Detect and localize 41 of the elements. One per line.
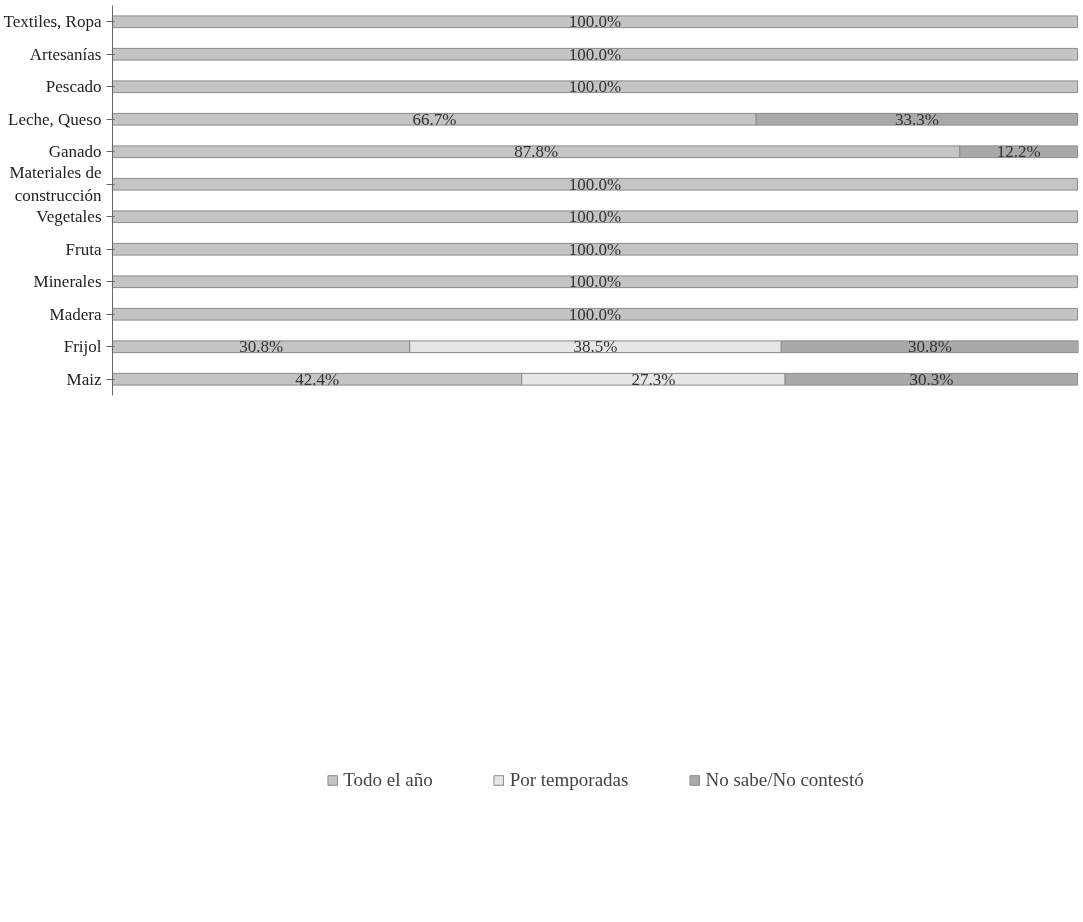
data-label: 100.0% — [568, 12, 622, 32]
data-label: 30.3% — [909, 369, 954, 389]
y-tick-label: Pescado — [45, 77, 102, 97]
bar — [112, 242, 1079, 256]
data-label: 100.0% — [568, 77, 622, 97]
y-tick-label: Fruta — [65, 239, 102, 259]
y-tick-label: Maiz — [66, 369, 102, 389]
legend-label: Todo el año — [343, 768, 433, 791]
data-label: 66.7% — [412, 109, 457, 129]
y-tick-label: Frijol — [63, 337, 102, 357]
data-label: 33.3% — [894, 109, 939, 129]
data-label: 12.2% — [996, 142, 1041, 162]
bar — [112, 275, 1079, 289]
data-label: 30.8% — [907, 337, 952, 357]
data-label: 100.0% — [568, 174, 622, 194]
data-label: 87.8% — [514, 142, 559, 162]
y-tick-label: Madera — [49, 304, 102, 324]
bar — [112, 177, 1079, 191]
legend-label: No sabe/No contestó — [705, 768, 864, 791]
y-tick-label: Ganado — [48, 142, 102, 162]
y-tick-label: Leche, Queso — [8, 109, 102, 129]
bar — [112, 80, 1079, 94]
legend-label: Por temporadas — [509, 768, 629, 791]
data-label: 100.0% — [568, 239, 622, 259]
data-label: 100.0% — [568, 44, 622, 64]
data-label: 100.0% — [568, 272, 622, 292]
bar — [112, 15, 1079, 29]
y-tick-label: Vegetales — [36, 207, 102, 227]
bar — [112, 307, 1079, 321]
y-tick-label: Minerales — [33, 272, 102, 292]
data-label: 42.4% — [295, 369, 340, 389]
data-label: 100.0% — [568, 207, 622, 227]
y-tick-label: Artesanías — [29, 44, 102, 64]
bar — [112, 210, 1079, 224]
data-label: 100.0% — [568, 304, 622, 324]
y-tick-label: Textiles, Ropa — [3, 12, 102, 32]
bar — [112, 47, 1079, 61]
data-label: 30.8% — [239, 337, 284, 357]
y-tick-label: Materiales de construcción — [9, 163, 102, 206]
data-label: 27.3% — [631, 369, 676, 389]
data-label: 38.5% — [573, 337, 618, 357]
